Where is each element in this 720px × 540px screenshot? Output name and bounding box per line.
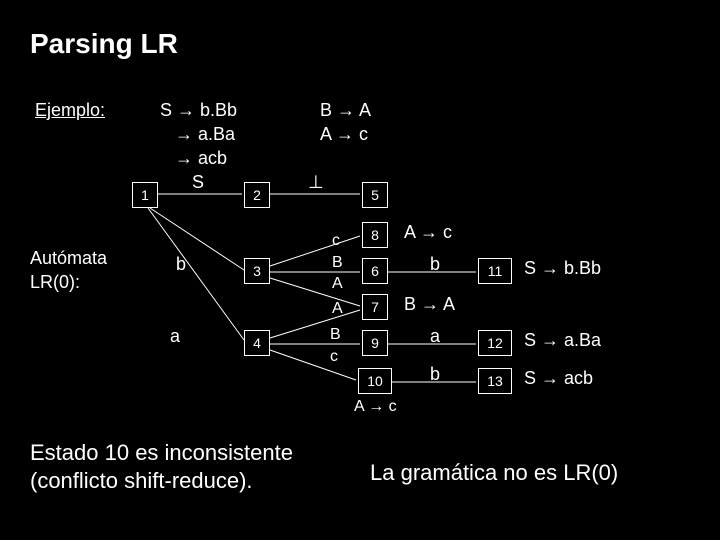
example-label: Ejemplo: — [35, 100, 105, 121]
edge-c410: c — [330, 348, 338, 366]
edge-A37: A — [332, 275, 343, 293]
edge-S: S — [192, 172, 204, 193]
automata-label-1: Autómata — [30, 248, 107, 269]
state-7: 7 — [362, 294, 388, 320]
conclusion: La gramática no es LR(0) — [370, 460, 618, 486]
grammar-s2: → a.Ba — [160, 124, 235, 145]
automata-label-2: LR(0): — [30, 272, 80, 293]
edge-B49: B — [330, 326, 341, 344]
footer-line-2: (conflicto shift-reduce). — [30, 468, 253, 494]
state-10: 10 — [358, 368, 392, 394]
edge-a912: a — [430, 326, 440, 347]
reduce-12: S → a.Ba — [524, 330, 601, 351]
edge-perp: ⊥ — [308, 172, 324, 193]
grammar-s3: → acb — [160, 148, 227, 169]
edge-B36: B — [332, 254, 343, 272]
edge-c38: c — [332, 232, 340, 250]
reduce-7: B → A — [404, 294, 455, 315]
edge-A47: A — [332, 300, 343, 318]
edge-b1013: b — [430, 364, 440, 385]
footer-line-1: Estado 10 es inconsistente — [30, 440, 293, 466]
reduce-13: S → acb — [524, 368, 593, 389]
reduce-8: A → c — [404, 222, 452, 243]
state-9: 9 — [362, 330, 388, 356]
grammar-a1: A → c — [320, 124, 368, 145]
grammar-b1: B → A — [320, 100, 371, 121]
state-1: 1 — [132, 182, 158, 208]
state-5: 5 — [362, 182, 388, 208]
page-title: Parsing LR — [30, 28, 178, 60]
reduce-10: A → c — [354, 398, 397, 416]
edge-b13: b — [176, 254, 186, 275]
state-3: 3 — [244, 258, 270, 284]
state-4: 4 — [244, 330, 270, 356]
state-8: 8 — [362, 222, 388, 248]
state-13: 13 — [478, 368, 512, 394]
reduce-11: S → b.Bb — [524, 258, 601, 279]
grammar-s1: S → b.Bb — [160, 100, 237, 121]
state-12: 12 — [478, 330, 512, 356]
edge-a14: a — [170, 326, 180, 347]
state-6: 6 — [362, 258, 388, 284]
state-11: 11 — [478, 258, 512, 284]
edge-b611: b — [430, 254, 440, 275]
state-2: 2 — [244, 182, 270, 208]
